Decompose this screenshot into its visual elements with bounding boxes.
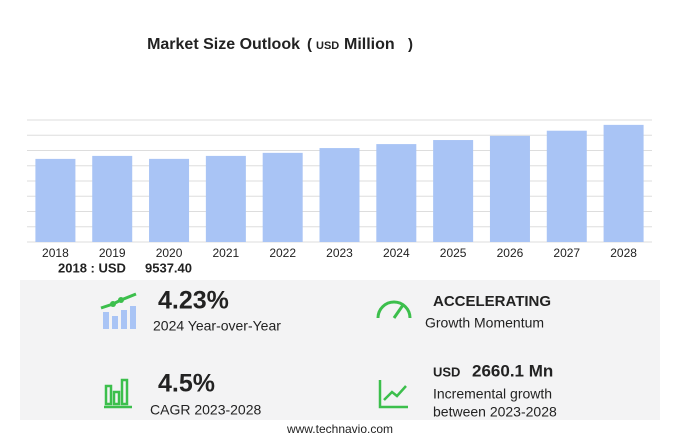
stat-prefix: USD	[433, 364, 460, 379]
bar	[92, 155, 133, 242]
icon-incremental	[378, 380, 408, 409]
stat-value: 2660.1 Mn	[472, 361, 553, 380]
x-tick-label: 2022	[269, 246, 296, 260]
bar	[205, 155, 246, 242]
plot: 2018 2019 2020 2021 2022 2023 2024 2025 2026 2027…	[27, 119, 652, 260]
x-tick-label: 2026	[497, 246, 524, 260]
bar	[376, 144, 417, 242]
footer: www.technavio.com	[286, 422, 393, 436]
paren: (	[307, 36, 312, 53]
bar	[35, 158, 76, 242]
bar	[262, 152, 303, 242]
x-tick-label: 2020	[156, 246, 183, 260]
stat-label: Growth Momentum	[425, 315, 544, 331]
bar	[603, 124, 644, 242]
stat-label: Incremental growth	[433, 386, 552, 402]
icon-cagr	[104, 378, 132, 409]
stat-label: between 2023-2028	[433, 404, 557, 420]
x-tick-label: 2027	[553, 246, 580, 260]
base-label: 2018 : USD	[58, 260, 126, 275]
stat-value: 4.5%	[158, 370, 215, 398]
x-tick-label: 2023	[326, 246, 353, 260]
x-tick-label: 2018	[42, 246, 69, 260]
paren: )	[408, 36, 413, 53]
stat-value: ACCELERATING	[433, 293, 551, 310]
bar	[433, 140, 474, 242]
bar	[149, 158, 190, 242]
icon-gauge	[376, 300, 412, 319]
unit-prefix: USD	[316, 40, 339, 52]
stat-label: CAGR 2023-2028	[150, 402, 262, 418]
stat-label: 2024 Year-over-Year	[153, 318, 281, 334]
bar	[489, 135, 530, 242]
x-tick-label: 2025	[440, 246, 467, 260]
chart-title: Market Size Outlook	[147, 36, 300, 53]
icon-yoy	[100, 292, 137, 329]
base-value: 9537.40	[145, 260, 192, 275]
x-tick-label: 2019	[99, 246, 126, 260]
unit: Million	[344, 36, 395, 53]
stat-value: 4.23%	[158, 287, 229, 315]
x-tick-label: 2028	[610, 246, 637, 260]
bar	[319, 148, 360, 242]
x-tick-label: 2024	[383, 246, 410, 260]
x-tick-label: 2021	[213, 246, 240, 260]
bar	[546, 130, 587, 242]
